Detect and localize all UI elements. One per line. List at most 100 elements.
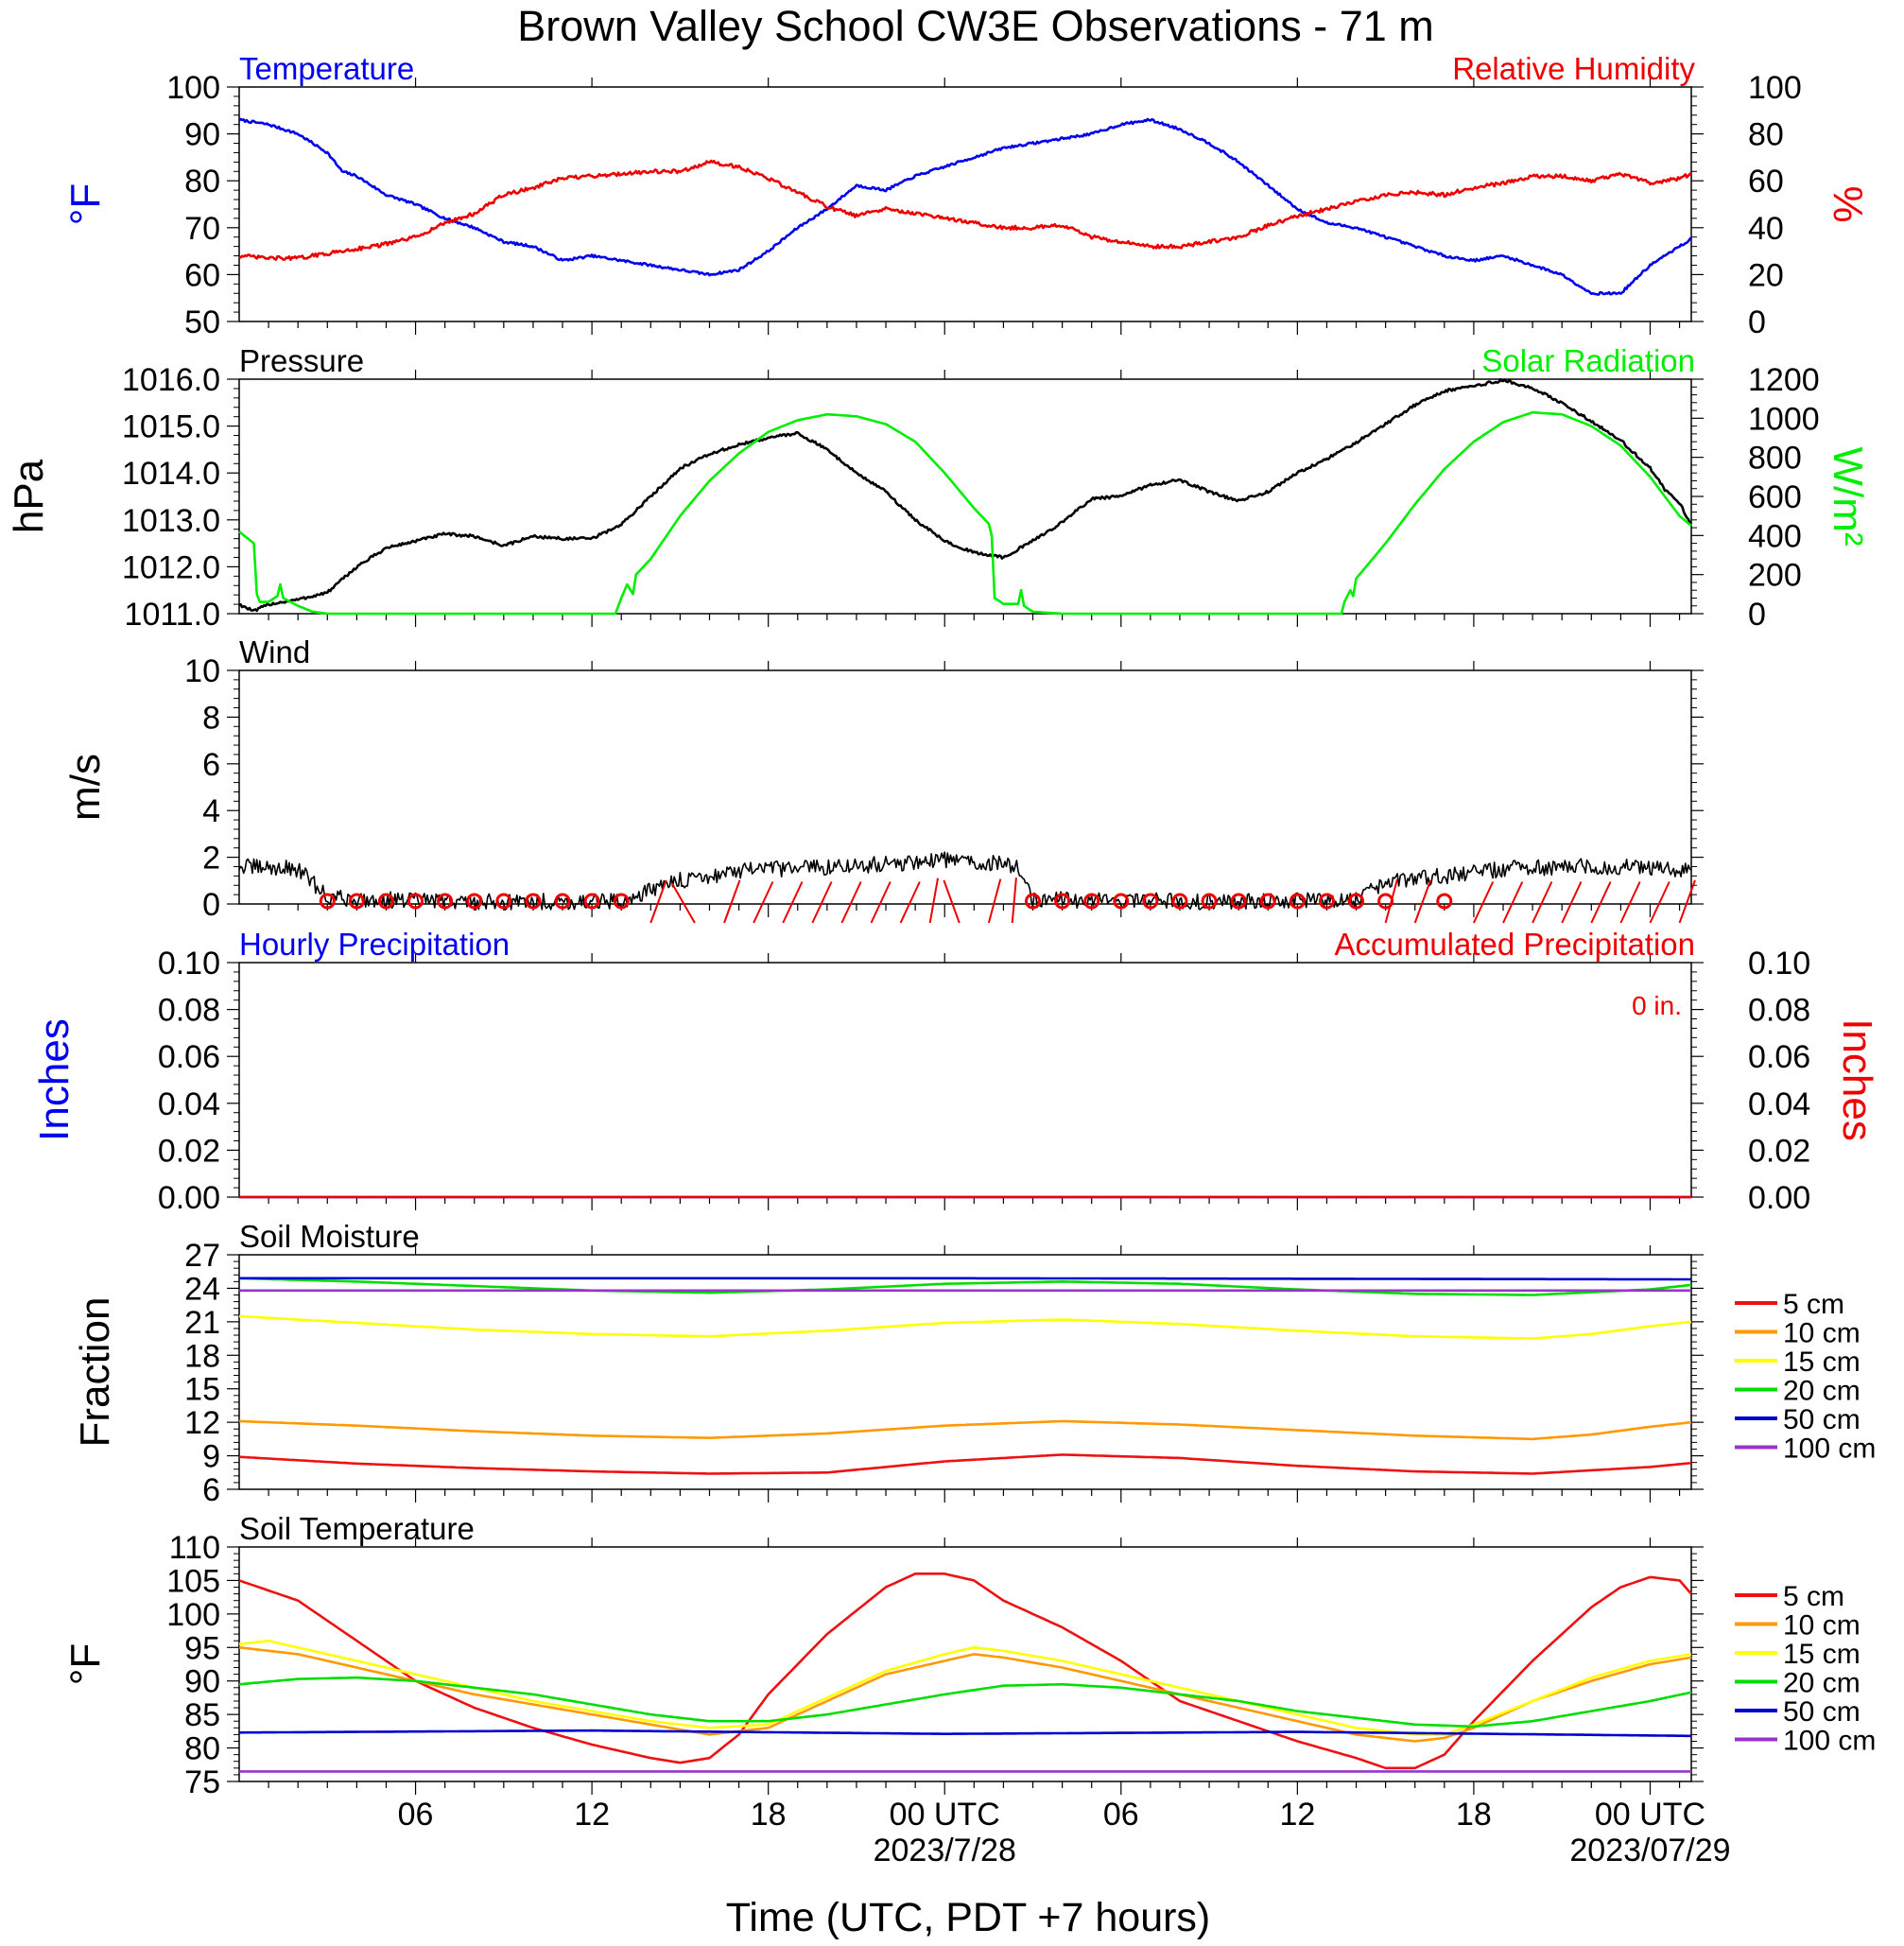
y-tick-label-left: 80 — [184, 1731, 220, 1767]
panel-title-left: Soil Moisture — [239, 1219, 420, 1254]
series-line-0 — [238, 378, 1692, 613]
plot-frame — [238, 669, 1692, 905]
y-tick-label-left: 21 — [184, 1305, 220, 1341]
x-tick-label: 00 UTC — [1595, 1797, 1705, 1833]
calm-wind-marker — [1083, 893, 1100, 910]
y-tick-label-left: 10 — [184, 653, 220, 689]
calm-wind-marker — [1318, 893, 1335, 910]
panel-title-left: Pressure — [239, 343, 364, 378]
wind-barb — [899, 881, 921, 924]
legend-label: 15 cm — [1783, 1639, 1861, 1670]
figure-title: Brown Valley School CW3E Observations - … — [517, 2, 1434, 50]
y-tick-label-right: 40 — [1748, 211, 1784, 247]
y-tick-label-left: 6 — [202, 747, 220, 783]
calm-wind-marker — [1113, 893, 1130, 910]
x-tick-label: 18 — [1456, 1797, 1492, 1833]
y-axis-label-left: hPa — [6, 459, 52, 533]
y-tick-label-right: 0.02 — [1748, 1133, 1810, 1169]
wind-barb — [782, 881, 804, 924]
series-line-20-cm — [238, 1676, 1692, 1729]
calm-wind-marker — [1201, 893, 1218, 910]
y-tick-label-left: 0.04 — [158, 1086, 220, 1122]
y-tick-label-left: 90 — [184, 1664, 220, 1700]
y-tick-label-left: 100 — [166, 70, 220, 106]
legend-label: 5 cm — [1783, 1289, 1844, 1320]
y-tick-label-left: 24 — [184, 1271, 220, 1307]
y-axis-label-left: Fraction — [72, 1297, 118, 1448]
y-tick-label-right: 0.08 — [1748, 993, 1810, 1029]
y-tick-label-left: 85 — [184, 1697, 220, 1733]
wind-barb — [723, 879, 741, 924]
y-tick-label-right: 1200 — [1748, 362, 1820, 398]
panel-title-right: Solar Radiation — [1481, 343, 1695, 378]
calm-wind-marker — [319, 893, 336, 910]
wind-barb — [987, 878, 1002, 924]
calm-wind-marker — [407, 893, 424, 910]
series-line-0 — [238, 117, 1692, 296]
y-tick-label-left: 27 — [184, 1238, 220, 1274]
y-tick-label-left: 18 — [184, 1338, 220, 1374]
panel-title-right: Accumulated Precipitation — [1334, 927, 1695, 962]
x-tick-label: 06 — [398, 1797, 434, 1833]
y-tick-label-left: 2 — [202, 841, 220, 877]
y-tick-label-left: 90 — [184, 117, 220, 153]
plot-frame — [238, 962, 1692, 1198]
y-tick-label-right: 600 — [1748, 479, 1802, 515]
wind-barb — [1590, 881, 1612, 924]
legend-label: 20 cm — [1783, 1376, 1861, 1407]
y-tick-label-left: 0.08 — [158, 993, 220, 1029]
calm-wind-marker — [348, 893, 365, 910]
y-tick-label-left: 0.02 — [158, 1133, 220, 1169]
y-tick-label-left: 60 — [184, 257, 220, 293]
y-tick-label-right: 0.00 — [1748, 1180, 1810, 1216]
y-tick-label-right: 400 — [1748, 518, 1802, 554]
x-tick-label: 06 — [1103, 1797, 1139, 1833]
y-tick-label-left: 1013.0 — [122, 503, 220, 539]
calm-wind-marker — [1348, 893, 1365, 910]
y-tick-label-left: 110 — [169, 1530, 220, 1566]
panel-title-left: Temperature — [239, 51, 414, 86]
series-line-50-cm — [239, 1729, 1691, 1738]
legend-label: 10 cm — [1783, 1610, 1861, 1642]
y-axis-label-left: °F — [62, 1643, 109, 1685]
y-axis-label-left: °F — [62, 183, 109, 225]
wind-barb — [1678, 879, 1696, 924]
series-line-20-cm — [238, 1277, 1692, 1296]
legend-label: 15 cm — [1783, 1347, 1861, 1378]
y-axis-label-right: W/m² — [1825, 446, 1871, 546]
wind-barb — [1384, 878, 1399, 924]
wind-barb — [649, 879, 667, 924]
plot-frame — [238, 86, 1692, 322]
series-line-5-cm — [238, 1453, 1692, 1475]
series-line-0 — [238, 851, 1692, 911]
precip-annotation: 0 in. — [1632, 991, 1682, 1020]
calm-wind-marker — [1289, 893, 1306, 910]
y-tick-label-left: 75 — [184, 1764, 220, 1800]
legend-label: 20 cm — [1783, 1668, 1861, 1699]
legend-label: 50 cm — [1783, 1404, 1861, 1435]
wind-barb — [943, 879, 961, 924]
wind-barb — [870, 881, 891, 924]
y-tick-label-left: 80 — [184, 164, 220, 200]
y-tick-label-right: 60 — [1748, 164, 1784, 200]
panel-temp_rh: 50 60 70 80 90 100 0 20 40 60 80 100 Temperature Rela… — [62, 51, 1871, 340]
y-tick-label-right: 0 — [1748, 304, 1766, 340]
series-line-50-cm — [239, 1277, 1691, 1281]
wind-barb — [753, 881, 774, 924]
calm-wind-marker — [377, 893, 394, 910]
y-tick-label-left: 1014.0 — [122, 456, 220, 492]
y-tick-label-left: 8 — [202, 700, 220, 736]
y-tick-label-right: 100 — [1748, 70, 1802, 106]
y-tick-label-left: 95 — [184, 1630, 220, 1666]
wind-barb — [1413, 879, 1432, 924]
panel-precip: 0.00 0.02 0.04 0.06 0.08 0.10 0.00 0.02 0.04 0.06… — [31, 927, 1880, 1216]
x-date-label: 2023/07/29 — [1569, 1833, 1730, 1868]
y-tick-label-right: 0.04 — [1748, 1086, 1810, 1122]
y-tick-label-left: 0.06 — [158, 1039, 220, 1075]
y-axis-label-left: m/s — [62, 754, 109, 821]
x-tick-label: 12 — [574, 1797, 610, 1833]
panel-title-left: Wind — [239, 634, 310, 669]
y-tick-label-left: 12 — [184, 1405, 220, 1441]
